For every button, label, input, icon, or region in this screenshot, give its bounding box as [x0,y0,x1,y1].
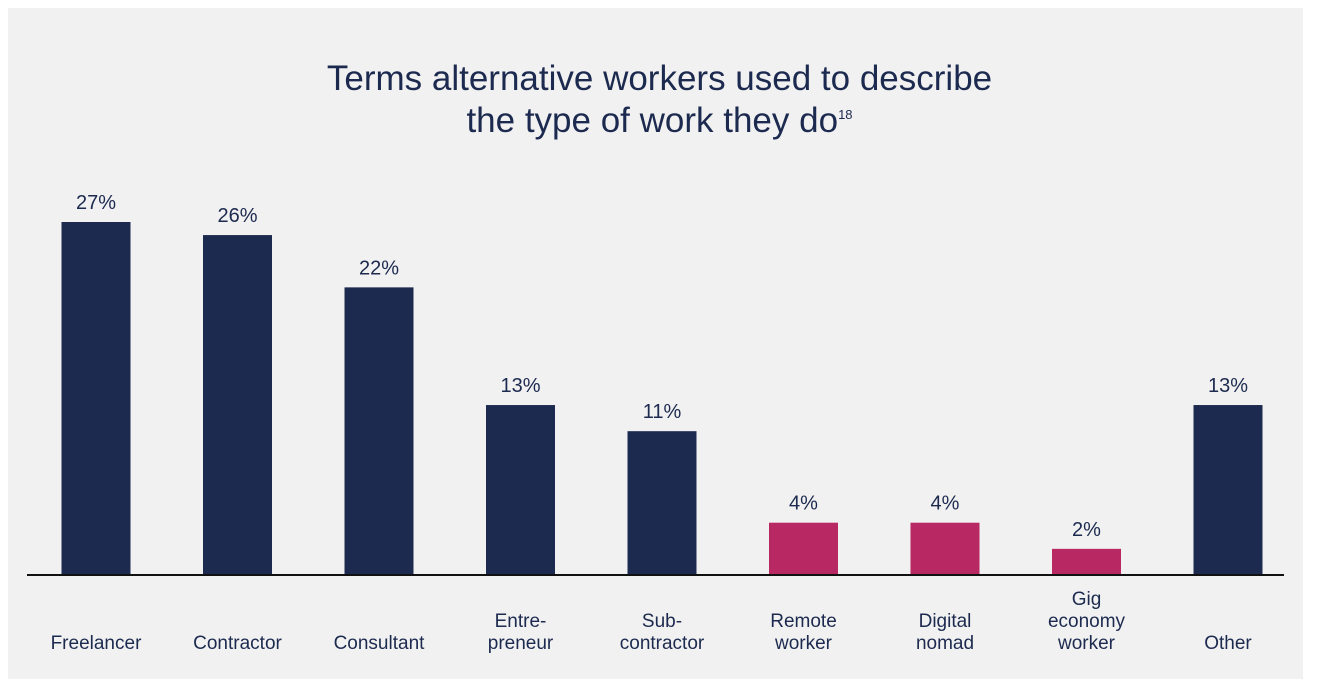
data-label-4: 13% [500,375,540,397]
bar-7 [910,522,980,575]
data-label-6: 4% [789,493,818,515]
bar-4 [486,405,555,575]
data-label-5: 11% [643,401,682,423]
category-label-1: Freelancer [50,633,142,654]
category-label-9: Other [1204,633,1252,654]
category-label-2: Contractor [193,633,282,654]
data-label-8: 2% [1072,519,1101,541]
category-label-8: Gig economy worker [1047,589,1126,654]
bar-3 [344,287,414,575]
category-label-5: Sub- contractor [619,611,705,654]
category-label-7: Digital nomad [915,611,975,654]
chart-title-line-1: Terms alternative workers used to descri… [326,59,993,98]
data-label-3: 22% [359,257,399,279]
bar-6 [769,522,838,575]
data-label-1: 27% [76,192,116,214]
chart-title-line-2-text: the type of work they do [466,101,839,140]
bar-2 [203,235,272,575]
data-label-9: 13% [1208,375,1248,397]
category-label-4: Entre- preneur [487,611,554,654]
bar-8 [1052,548,1121,575]
chart-title-line-2: the type of work they do18 [0,100,1319,142]
category-label-6: Remote worker [770,611,837,654]
footnote-marker: 18 [838,107,853,122]
bar-9 [1193,405,1263,575]
category-label-3: Consultant [333,633,425,654]
bar-1 [61,222,131,575]
chart-title: Terms alternative workers used to descri… [0,58,1319,142]
bar-5 [627,431,697,575]
data-label-2: 26% [217,205,257,227]
data-label-7: 4% [931,493,960,515]
